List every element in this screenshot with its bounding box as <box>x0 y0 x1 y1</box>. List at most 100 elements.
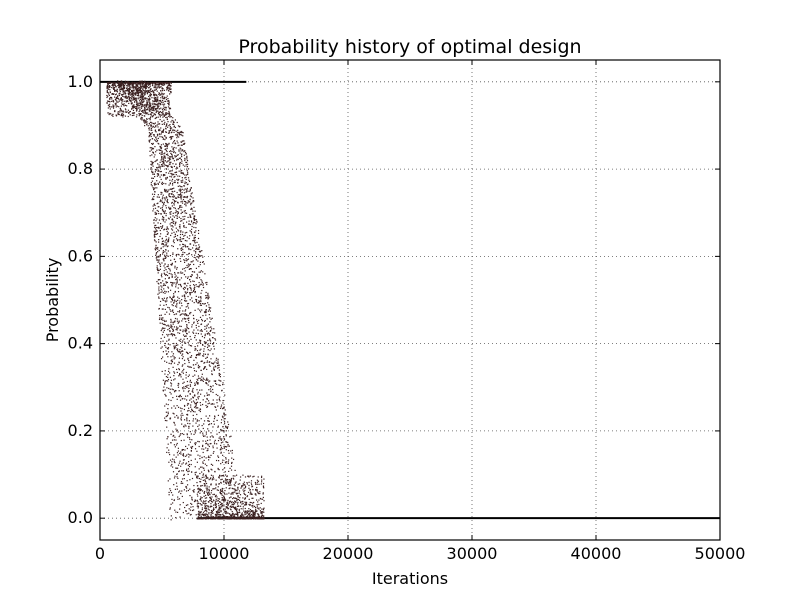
scatter-point <box>119 87 121 89</box>
scatter-point <box>143 112 145 114</box>
scatter-point <box>117 101 119 103</box>
scatter-point <box>169 93 171 95</box>
scatter-point <box>243 487 245 489</box>
scatter-point <box>189 454 191 456</box>
scatter-point <box>135 106 137 108</box>
scatter-point <box>157 261 159 263</box>
scatter-point <box>196 481 198 484</box>
scatter-point <box>108 100 110 103</box>
scatter-point <box>156 258 158 261</box>
scatter-point <box>258 517 261 519</box>
scatter-point <box>157 210 159 212</box>
scatter-point <box>167 241 170 243</box>
scatter-point <box>188 409 190 412</box>
scatter-point <box>122 88 124 90</box>
scatter-point <box>159 94 161 96</box>
scatter-point <box>119 89 122 91</box>
scatter-point <box>192 389 194 391</box>
scatter-point <box>131 108 133 110</box>
scatter-point <box>189 235 191 237</box>
scatter-point <box>151 122 153 124</box>
scatter-point <box>210 307 212 309</box>
scatter-point <box>206 487 209 489</box>
scatter-point <box>174 317 177 320</box>
scatter-point <box>178 196 180 199</box>
scatter-point <box>166 161 168 163</box>
scatter-point <box>128 81 130 84</box>
scatter-point <box>173 173 175 176</box>
scatter-point <box>176 511 179 514</box>
scatter-point <box>195 348 197 350</box>
scatter-point <box>142 87 144 89</box>
scatter-point <box>160 164 163 166</box>
scatter-point <box>170 161 172 163</box>
scatter-point <box>182 501 184 504</box>
scatter-point <box>181 194 183 196</box>
scatter-point <box>177 406 180 408</box>
scatter-point <box>171 188 173 190</box>
scatter-point <box>188 461 190 463</box>
scatter-point <box>195 248 197 250</box>
scatter-point <box>145 87 147 89</box>
scatter-point <box>205 311 207 314</box>
scatter-point <box>155 86 157 88</box>
scatter-point <box>215 409 217 411</box>
scatter-point <box>136 100 138 103</box>
scatter-point <box>129 110 131 113</box>
scatter-point <box>156 90 158 92</box>
scatter-point <box>165 128 167 130</box>
scatter-point <box>184 282 186 284</box>
scatter-point <box>107 107 109 109</box>
scatter-point <box>121 111 123 113</box>
scatter-point <box>167 166 169 168</box>
scatter-point <box>154 106 156 108</box>
scatter-point <box>145 106 147 108</box>
scatter-point <box>120 114 122 117</box>
scatter-point <box>133 96 135 98</box>
scatter-point <box>255 517 258 520</box>
scatter-point <box>166 266 168 268</box>
scatter-point <box>237 516 240 519</box>
scatter-point <box>139 96 142 99</box>
scatter-point <box>185 445 187 448</box>
scatter-point <box>160 222 162 225</box>
scatter-point <box>192 280 194 282</box>
scatter-point <box>178 395 180 398</box>
scatter-point <box>220 422 222 424</box>
scatter-point <box>170 90 172 93</box>
scatter-point <box>165 346 167 348</box>
scatter-point <box>224 474 227 476</box>
scatter-point <box>164 290 166 292</box>
scatter-point <box>213 328 215 330</box>
scatter-point <box>190 220 193 222</box>
scatter-point <box>223 495 225 497</box>
scatter-point <box>183 243 185 246</box>
scatter-point <box>141 90 143 92</box>
scatter-point <box>237 518 239 520</box>
scatter-point <box>202 479 204 482</box>
scatter-point <box>140 105 143 107</box>
scatter-point <box>118 100 120 102</box>
scatter-point <box>222 499 224 501</box>
scatter-point <box>190 356 192 358</box>
scatter-point <box>109 98 111 100</box>
scatter-point <box>190 287 192 289</box>
scatter-point <box>164 405 166 407</box>
scatter-point <box>235 501 237 503</box>
scatter-point <box>174 282 176 284</box>
scatter-point <box>162 331 164 333</box>
scatter-point <box>260 476 263 479</box>
scatter-point <box>119 85 121 88</box>
scatter-point <box>195 277 198 279</box>
scatter-point <box>248 484 250 487</box>
scatter-point <box>208 455 210 457</box>
scatter-point <box>206 515 208 517</box>
scatter-point <box>169 391 171 394</box>
scatter-point <box>173 295 175 297</box>
scatter-point <box>197 383 199 385</box>
scatter-point <box>136 107 138 109</box>
scatter-point <box>229 515 232 517</box>
scatter-point <box>199 330 201 332</box>
scatter-point <box>202 256 204 258</box>
scatter-point <box>172 135 174 138</box>
